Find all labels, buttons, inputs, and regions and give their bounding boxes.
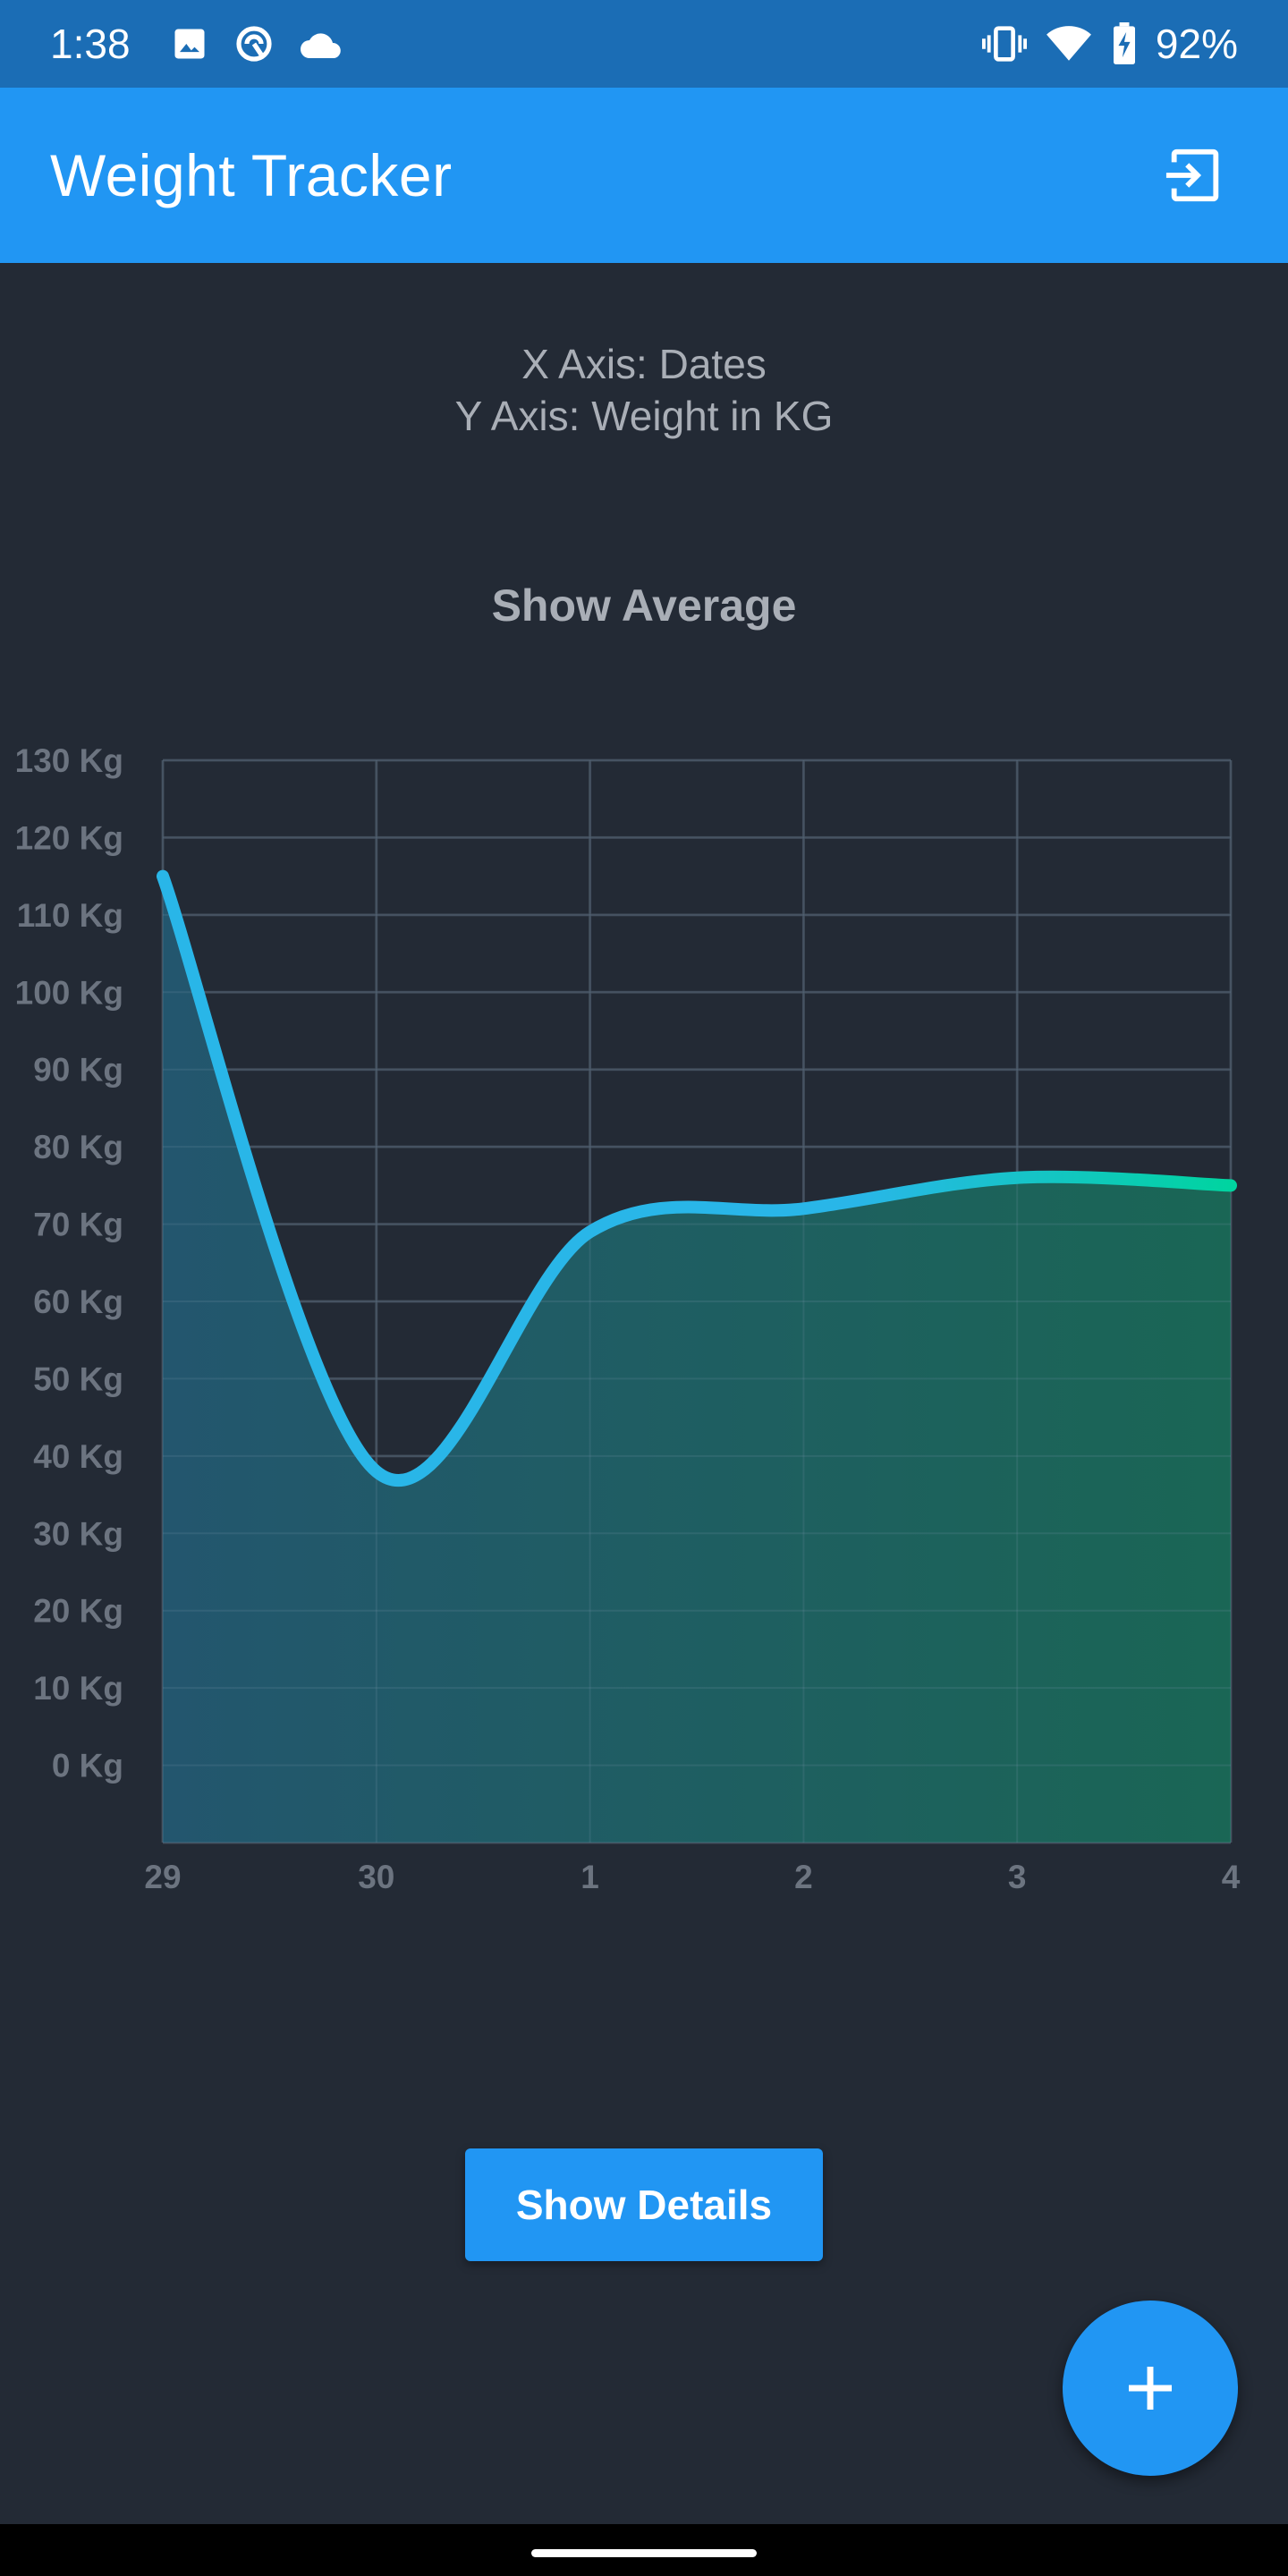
x-tick-label: 2 <box>794 1859 813 1895</box>
vibrate-icon <box>981 24 1027 64</box>
data-saver-icon <box>233 22 275 65</box>
y-tick-label: 30 Kg <box>33 1515 123 1552</box>
x-tick-label: 29 <box>144 1859 181 1895</box>
y-axis-info: Y Axis: Weight in KG <box>454 393 834 439</box>
weight-series-line <box>157 869 1237 1487</box>
app-bar: Weight Tracker <box>0 88 1288 263</box>
y-tick-label: 20 Kg <box>33 1593 123 1630</box>
show-details-button[interactable]: Show Details <box>465 2148 823 2261</box>
y-tick-label: 0 Kg <box>52 1748 123 1784</box>
y-tick-label: 130 Kg <box>15 742 123 779</box>
logout-icon <box>1165 148 1219 202</box>
y-tick-label: 90 Kg <box>33 1052 123 1089</box>
wifi-icon <box>1045 24 1093 64</box>
y-tick-label: 80 Kg <box>33 1129 123 1165</box>
battery-charging-icon <box>1111 22 1138 65</box>
plus-icon <box>1129 2367 1172 2410</box>
status-bar: 1:38 92% <box>0 0 1288 88</box>
home-indicator[interactable] <box>531 2549 757 2557</box>
x-tick-label: 4 <box>1222 1859 1241 1895</box>
x-axis-info: X Axis: Dates <box>521 341 767 387</box>
y-tick-label: 60 Kg <box>33 1284 123 1320</box>
status-left: 1:38 <box>50 20 369 68</box>
cloud-icon <box>299 24 345 64</box>
weight-area-fill <box>163 876 1231 1843</box>
image-icon <box>170 24 209 64</box>
battery-percent: 92% <box>1155 21 1238 67</box>
app-title: Weight Tracker <box>50 142 453 208</box>
x-tick-label: 3 <box>1008 1859 1027 1895</box>
x-tick-label: 1 <box>580 1859 599 1895</box>
x-tick-label: 30 <box>358 1859 394 1895</box>
y-tick-label: 110 Kg <box>17 897 123 934</box>
logout-button[interactable] <box>1152 132 1238 218</box>
y-tick-label: 10 Kg <box>33 1670 123 1707</box>
y-tick-label: 40 Kg <box>33 1438 123 1475</box>
y-tick-label: 100 Kg <box>15 974 123 1011</box>
show-average-button[interactable]: Show Average <box>491 580 797 631</box>
y-tick-label: 70 Kg <box>33 1207 123 1243</box>
add-weight-button[interactable] <box>1063 2301 1238 2476</box>
axis-info: X Axis: Dates Y Axis: Weight in KG <box>0 338 1288 442</box>
y-tick-label: 50 Kg <box>33 1360 123 1397</box>
y-tick-label: 120 Kg <box>15 819 123 856</box>
status-time: 1:38 <box>50 21 131 67</box>
status-right: 92% <box>981 20 1238 68</box>
